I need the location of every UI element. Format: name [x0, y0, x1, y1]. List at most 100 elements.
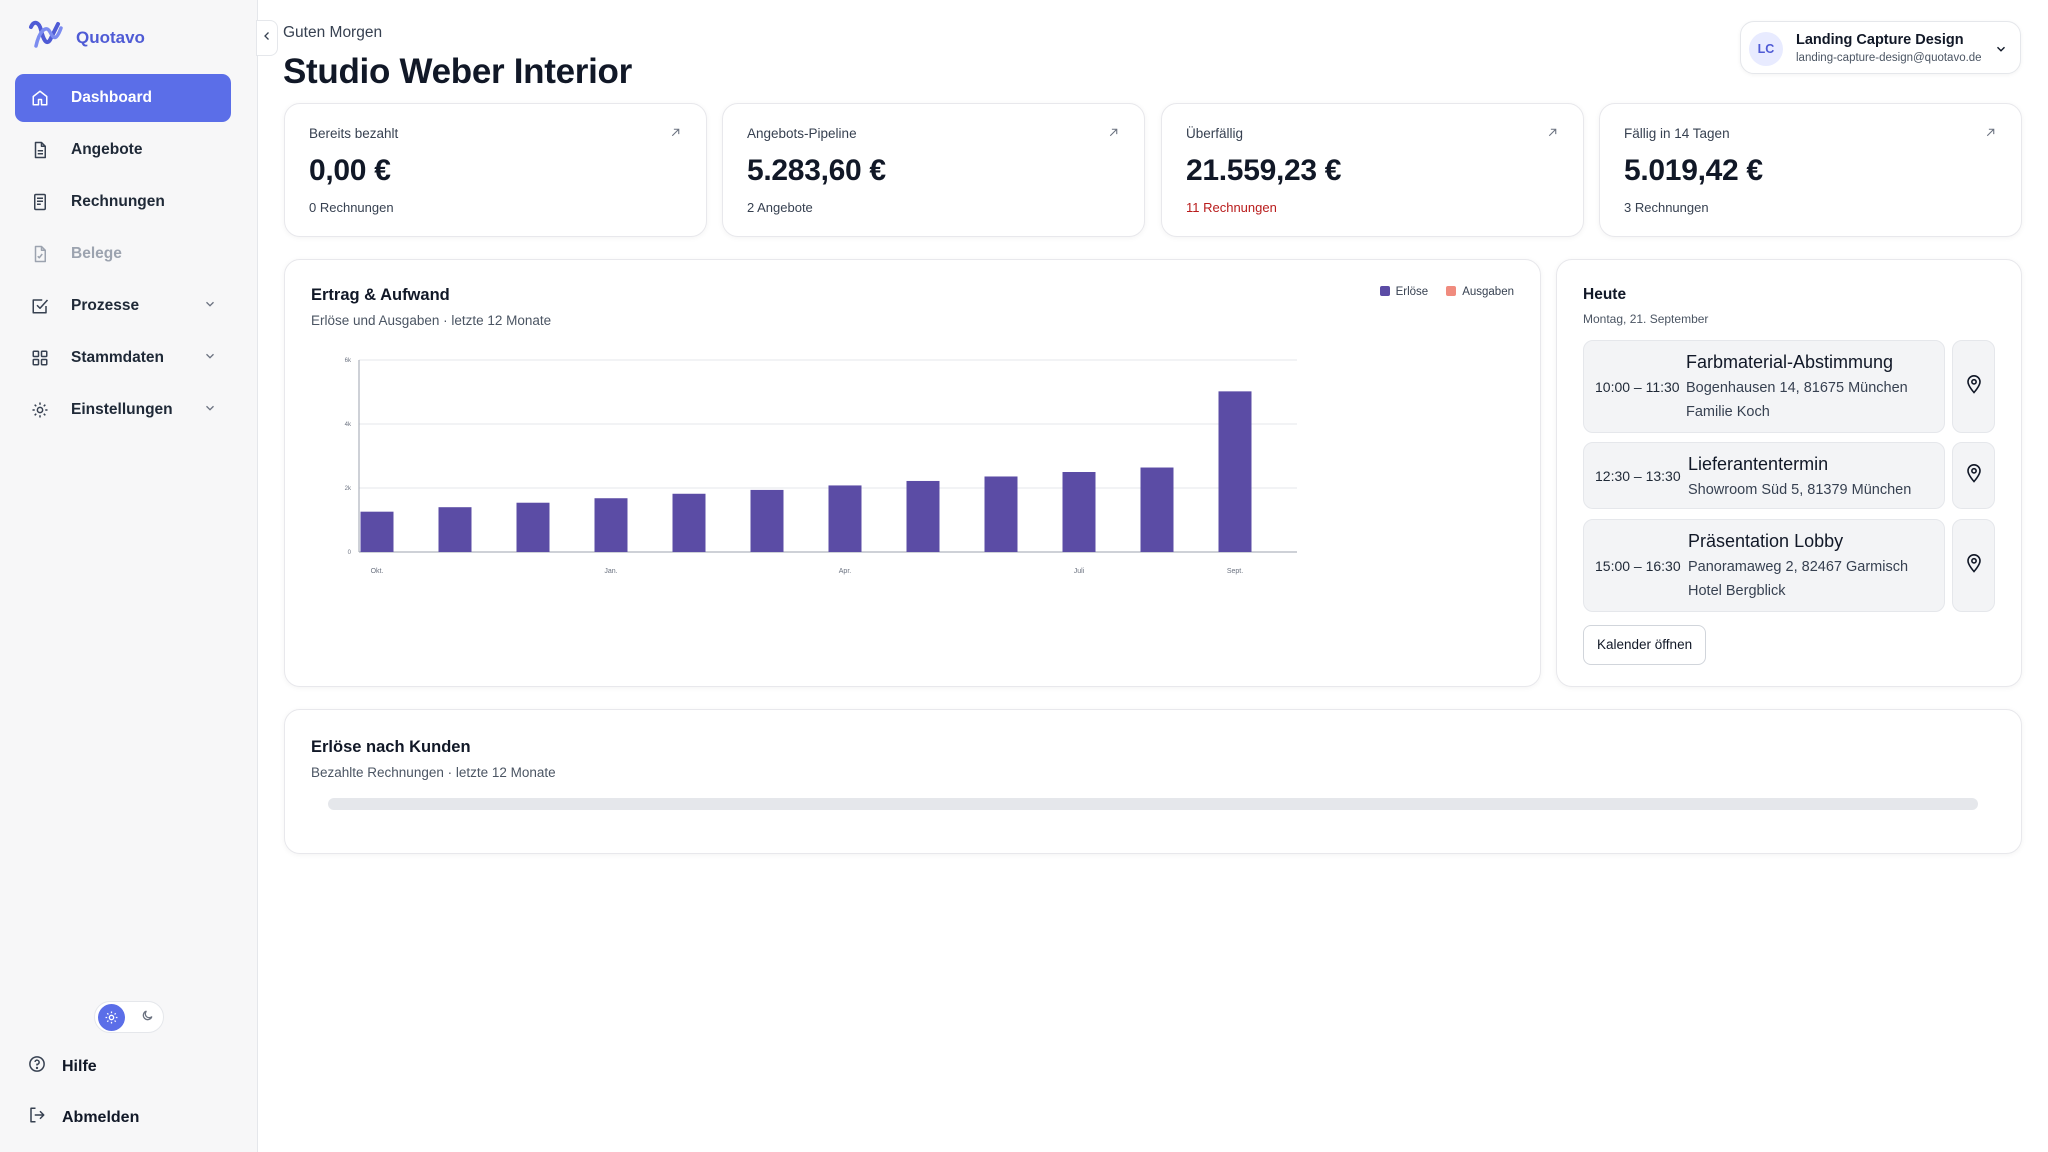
moon-icon[interactable] — [141, 1009, 154, 1027]
revenue-bar — [750, 489, 784, 552]
sidebar-item-rechnungen[interactable]: Rechnungen — [15, 178, 231, 226]
sidebar-item-prozesse[interactable]: Prozesse — [15, 282, 231, 330]
map-pin-button[interactable] — [1952, 442, 1995, 509]
map-pin-button[interactable] — [1952, 340, 1995, 433]
chevron-down-icon — [203, 401, 217, 420]
sidebar-item-dashboard[interactable]: Dashboard — [15, 74, 231, 122]
revenue-bar — [828, 485, 862, 552]
brand[interactable]: Quotavo — [28, 18, 145, 57]
sun-icon[interactable] — [98, 1004, 125, 1031]
stat-value: 5.283,60 € — [747, 154, 886, 187]
document-icon — [29, 139, 51, 161]
logout-icon — [28, 1106, 46, 1129]
stat-card-paid: Bereits bezahlt 0,00 € 0 Rechnungen — [284, 103, 707, 237]
help-link[interactable]: Hilfe — [28, 1055, 97, 1078]
revenue-bar — [1218, 391, 1252, 552]
map-pin-button[interactable] — [1952, 519, 1995, 612]
card-subtitle: Bezahlte Rechnungen · letzte 12 Monate — [311, 765, 556, 780]
appointment-address: Showroom Süd 5, 81379 München — [1688, 482, 1912, 498]
stat-card-overdue: Überfällig 21.559,23 € 11 Rechnungen — [1161, 103, 1584, 237]
customer-revenue-bar — [328, 798, 1978, 810]
open-calendar-button[interactable]: Kalender öffnen — [1583, 625, 1707, 665]
card-title: Ertrag & Aufwand — [311, 286, 450, 304]
appointment-item[interactable]: 15:00 – 16:30 Präsentation Lobby Panoram… — [1583, 519, 1945, 612]
stat-label: Bereits bezahlt — [309, 126, 399, 141]
x-tick-label: Okt. — [371, 568, 384, 575]
x-tick-label: Sept. — [1227, 568, 1243, 575]
map-pin-icon — [1966, 463, 1982, 488]
revenue-bar — [1062, 472, 1096, 552]
revenue-bar — [672, 493, 706, 552]
sidebar-item-belege[interactable]: Belege — [15, 230, 231, 278]
receipt-icon — [29, 243, 51, 265]
arrow-up-right-icon[interactable] — [1107, 126, 1120, 144]
arrow-up-right-icon[interactable] — [1984, 126, 1997, 144]
sidebar-item-label: Prozesse — [71, 297, 140, 314]
sidebar-nav: Dashboard Angebote Rechnungen Belege Pro… — [15, 74, 231, 438]
card-title: Erlöse nach Kunden — [311, 738, 471, 756]
stat-label: Überfällig — [1186, 126, 1244, 141]
x-tick-label: Juli — [1074, 568, 1085, 575]
sidebar-item-label: Angebote — [71, 141, 143, 158]
grid-icon — [29, 347, 51, 369]
sidebar-item-label: Einstellungen — [71, 401, 173, 418]
appointment-client: Familie Koch — [1686, 404, 1770, 420]
revenue-bar — [906, 480, 940, 552]
sidebar-item-label: Stammdaten — [71, 349, 165, 366]
stat-sub: 0 Rechnungen — [309, 200, 394, 215]
legend-label: Erlöse — [1395, 286, 1429, 298]
map-pin-icon — [1966, 374, 1982, 399]
appointment-address: Panoramaweg 2, 82467 Garmisch — [1688, 559, 1909, 575]
gear-icon — [29, 399, 51, 421]
stat-card-pipeline: Angebots-Pipeline 5.283,60 € 2 Angebote — [722, 103, 1145, 237]
arrow-up-right-icon[interactable] — [669, 126, 682, 144]
greeting: Guten Morgen — [283, 24, 383, 41]
sidebar-item-label: Belege — [71, 245, 122, 262]
y-tick-label: 0 — [348, 550, 352, 556]
account-email: landing-capture-design@quotavo.de — [1796, 52, 1982, 64]
stat-value: 0,00 € — [309, 154, 391, 187]
stat-value: 5.019,42 € — [1624, 154, 1763, 187]
arrow-up-right-icon[interactable] — [1546, 126, 1559, 144]
revenue-bar — [984, 476, 1018, 552]
logout-link[interactable]: Abmelden — [28, 1106, 139, 1129]
appointment-time: 10:00 – 11:30 — [1595, 379, 1680, 395]
theme-toggle[interactable] — [94, 1001, 164, 1033]
map-pin-icon — [1966, 553, 1982, 578]
revenue-bar — [516, 502, 550, 552]
x-tick-label: Apr. — [839, 568, 852, 575]
avatar: LC — [1749, 32, 1783, 66]
sidebar-item-stammdaten[interactable]: Stammdaten — [15, 334, 231, 382]
y-tick-label: 4k — [345, 422, 352, 428]
stat-label: Fällig in 14 Tagen — [1624, 126, 1730, 141]
sidebar-collapse-button[interactable] — [256, 20, 278, 56]
legend-label: Ausgaben — [1462, 286, 1514, 298]
stat-card-due-soon: Fällig in 14 Tagen 5.019,42 € 3 Rechnung… — [1599, 103, 2022, 237]
chart-legend: Erlöse Ausgaben — [1379, 286, 1514, 298]
chevron-down-icon — [203, 297, 217, 316]
account-name: Landing Capture Design — [1796, 32, 1964, 48]
appointment-item[interactable]: 12:30 – 13:30 Lieferantentermin Showroom… — [1583, 442, 1945, 509]
appointment-address: Bogenhausen 14, 81675 München — [1686, 380, 1908, 396]
card-subtitle: Erlöse und Ausgaben · letzte 12 Monate — [311, 313, 552, 328]
revenue-expense-card: Ertrag & Aufwand Erlöse und Ausgaben · l… — [284, 259, 1541, 687]
appointment-time: 15:00 – 16:30 — [1595, 558, 1681, 574]
stat-value: 21.559,23 € — [1186, 154, 1342, 187]
legend-item-revenue[interactable]: Erlöse — [1379, 286, 1429, 298]
today-card: Heute Montag, 21. September 10:00 – 11:3… — [1556, 259, 2022, 687]
card-title: Heute — [1583, 286, 1627, 303]
appointment-title: Lieferantentermin — [1688, 454, 1829, 474]
revenue-bar — [438, 507, 472, 552]
appointment-item[interactable]: 10:00 – 11:30 Farbmaterial-Abstimmung Bo… — [1583, 340, 1945, 433]
chevron-down-icon — [203, 349, 217, 368]
appointment-time: 12:30 – 13:30 — [1595, 468, 1681, 484]
invoice-icon — [29, 191, 51, 213]
chevron-down-icon — [1994, 42, 2008, 61]
sidebar-item-einstellungen[interactable]: Einstellungen — [15, 386, 231, 434]
account-menu[interactable]: LC Landing Capture Design landing-captur… — [1740, 21, 2021, 74]
logout-label: Abmelden — [62, 1108, 140, 1126]
legend-item-expense[interactable]: Ausgaben — [1446, 286, 1514, 298]
y-tick-label: 2k — [345, 486, 352, 492]
appointment-client: Hotel Bergblick — [1688, 583, 1786, 599]
sidebar-item-angebote[interactable]: Angebote — [15, 126, 231, 174]
